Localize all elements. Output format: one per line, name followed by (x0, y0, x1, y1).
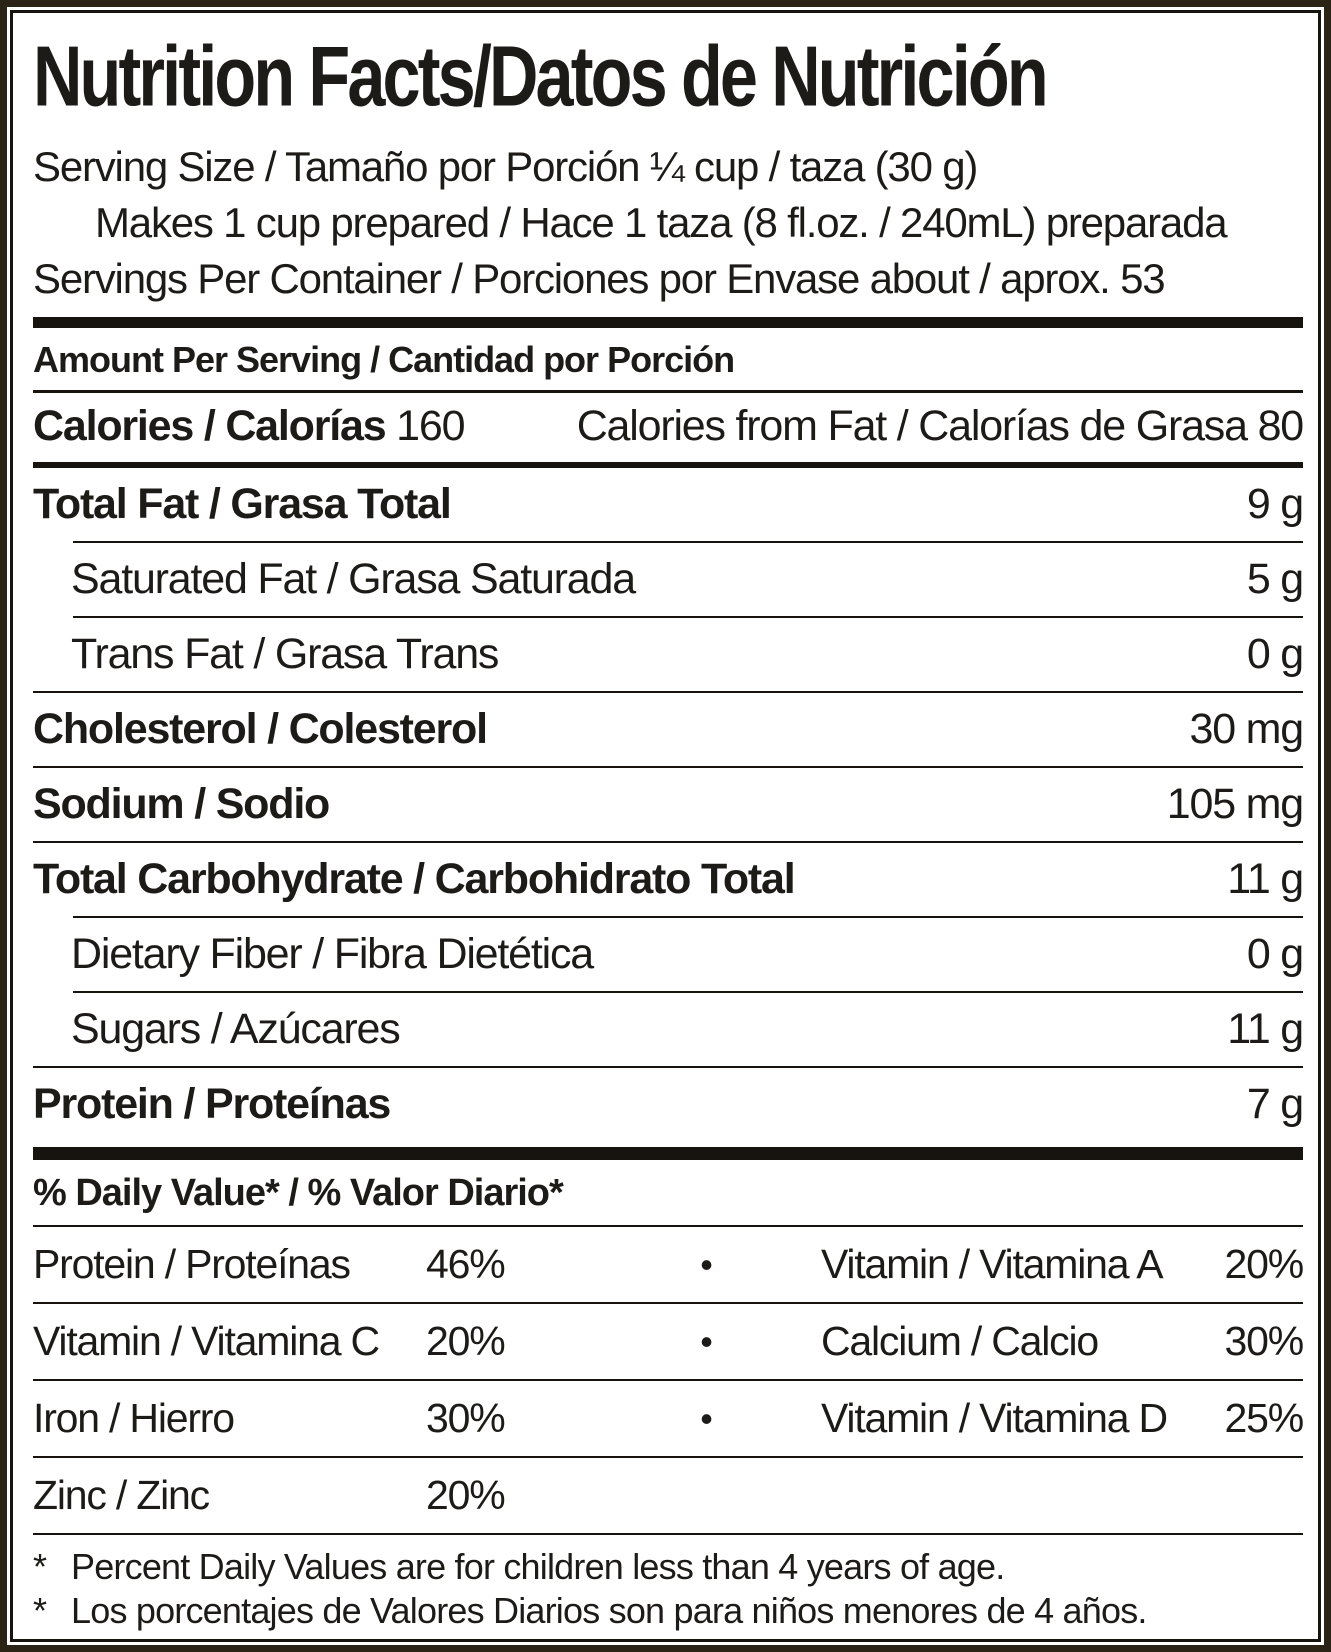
nutrient-value: 0 g (1246, 630, 1304, 679)
nutrient-label: Sodium / Sodio (33, 780, 330, 829)
nutrient-row-saturated-fat: Saturated Fat / Grasa Saturada 5 g (33, 543, 1304, 616)
calories-value: 160 (396, 402, 465, 451)
nutrient-label: Total Carbohydrate / Carbohidrato Total (33, 855, 796, 904)
dv-left-label: Zinc / Zinc (33, 1472, 210, 1519)
calories-from-fat: Calories from Fat / Calorías de Grasa 80 (576, 402, 1305, 451)
footnote: * Los porcentajes de Valores Diarios son… (33, 1589, 1303, 1633)
dv-left-value: 46% (426, 1241, 506, 1288)
footnote-marker: * (33, 1590, 47, 1632)
nutrient-label: Sugars / Azúcares (71, 1005, 401, 1054)
footnote-text: Los porcentajes de Valores Diarios son p… (71, 1590, 1147, 1632)
divider-rule (33, 1533, 1303, 1536)
footnotes: * Percent Daily Values are for children … (33, 1535, 1303, 1633)
calories-row: Calories / Calorías 160 Calories from Fa… (33, 393, 1305, 462)
dv-left-label: Protein / Proteínas (33, 1241, 351, 1288)
nutrient-value: 7 g (1246, 1080, 1304, 1129)
nutrient-row-protein: Protein / Proteínas 7 g (33, 1068, 1304, 1141)
nutrient-row-trans-fat: Trans Fat / Grasa Trans 0 g (33, 618, 1304, 691)
dv-left-label: Vitamin / Vitamina C (33, 1318, 380, 1365)
nutrient-value: 0 g (1246, 930, 1304, 979)
label-frame: Nutrition Facts/Datos de Nutrición Servi… (10, 10, 1321, 1642)
daily-value-row: Vitamin / Vitamina C 20% • Calcium / Cal… (33, 1304, 1305, 1379)
label-title: Nutrition Facts/Datos de Nutrición (33, 29, 1049, 125)
divider-rule (73, 541, 1303, 544)
nutrient-value: 5 g (1246, 555, 1304, 604)
serving-size-line: Serving Size / Tamaño por Porción ¼ cup … (33, 143, 978, 190)
divider-rule (33, 1066, 1303, 1069)
dv-left-value: 20% (426, 1472, 506, 1519)
divider-rule (33, 1302, 1303, 1305)
dv-right-label: Calcium / Calcio (821, 1318, 1099, 1365)
divider-rule (73, 616, 1303, 619)
divider-rule (33, 1456, 1303, 1459)
divider-rule (33, 1379, 1303, 1382)
nutrient-value: 30 mg (1189, 705, 1304, 754)
nutrient-label: Cholesterol / Colesterol (33, 705, 488, 754)
nutrient-label: Protein / Proteínas (33, 1080, 391, 1129)
nutrient-label: Trans Fat / Grasa Trans (71, 630, 499, 679)
calories-left: Calories / Calorías 160 (33, 402, 466, 451)
divider-rule (33, 691, 1303, 694)
section-divider-bar (33, 316, 1303, 329)
nutrient-label: Dietary Fiber / Fibra Dietética (71, 930, 594, 979)
amount-per-serving-header: Amount Per Serving / Cantidad por Porció… (33, 339, 735, 381)
dv-left-value: 30% (426, 1395, 506, 1442)
divider-rule (33, 766, 1303, 769)
servings-per-container-line: Servings Per Container / Porciones por E… (33, 254, 1166, 302)
divider-rule (33, 1225, 1303, 1228)
nutrient-value: 105 mg (1166, 780, 1304, 829)
dv-right-label: Vitamin / Vitamina D (821, 1395, 1168, 1442)
calories-from-fat-value: 80 (1257, 402, 1305, 451)
daily-value-header: % Daily Value* / % Valor Diario* (33, 1172, 564, 1215)
nutrient-row-dietary-fiber: Dietary Fiber / Fibra Dietética 0 g (33, 918, 1304, 991)
calories-from-fat-label: Calories from Fat / Calorías de Grasa (576, 402, 1248, 451)
nutrient-row-total-fat: Total Fat / Grasa Total 9 g (33, 468, 1304, 541)
daily-value-row: Iron / Hierro 30% • Vitamin / Vitamina D… (33, 1381, 1305, 1456)
dv-right-value: 30% (1224, 1318, 1305, 1365)
nutrient-row-sodium: Sodium / Sodio 105 mg (33, 768, 1304, 841)
daily-value-row-zinc: Zinc / Zinc 20% (33, 1458, 1303, 1533)
divider-rule (33, 841, 1303, 844)
nutrient-label: Saturated Fat / Grasa Saturada (71, 555, 636, 604)
nutrient-value: 11 g (1227, 1005, 1304, 1054)
makes-prepared-line: Makes 1 cup prepared / Hace 1 taza (8 fl… (95, 198, 1228, 246)
bullet-separator: • (700, 1397, 713, 1439)
nutrient-value: 11 g (1227, 855, 1304, 904)
nutrient-row-sugars: Sugars / Azúcares 11 g (33, 993, 1304, 1066)
dv-right-label: Vitamin / Vitamina A (821, 1241, 1164, 1288)
divider-rule (33, 390, 1303, 394)
divider-rule (73, 916, 1303, 919)
section-divider-bar (33, 1147, 1303, 1161)
footnote-text: Percent Daily Values are for children le… (71, 1546, 1005, 1588)
bullet-separator: • (700, 1243, 713, 1285)
divider-rule (73, 991, 1303, 994)
daily-value-row: Protein / Proteínas 46% • Vitamin / Vita… (33, 1227, 1305, 1302)
nutrient-row-cholesterol: Cholesterol / Colesterol 30 mg (33, 693, 1304, 766)
footnote: * Percent Daily Values are for children … (33, 1545, 1303, 1589)
dv-left-label: Iron / Hierro (33, 1395, 235, 1442)
footnote-marker: * (33, 1546, 47, 1588)
dv-right-value: 25% (1224, 1395, 1305, 1442)
nutrient-row-total-carbohydrate: Total Carbohydrate / Carbohidrato Total … (33, 843, 1304, 916)
serving-info: Serving Size / Tamaño por Porción ¼ cup … (33, 139, 1303, 307)
nutrient-value: 9 g (1246, 480, 1304, 529)
bullet-separator: • (700, 1320, 713, 1362)
section-divider-bar (33, 462, 1303, 469)
dv-left-value: 20% (426, 1318, 506, 1365)
nutrient-label: Total Fat / Grasa Total (33, 480, 452, 529)
calories-label: Calories / Calorías (33, 402, 387, 451)
dv-right-value: 20% (1224, 1241, 1305, 1288)
